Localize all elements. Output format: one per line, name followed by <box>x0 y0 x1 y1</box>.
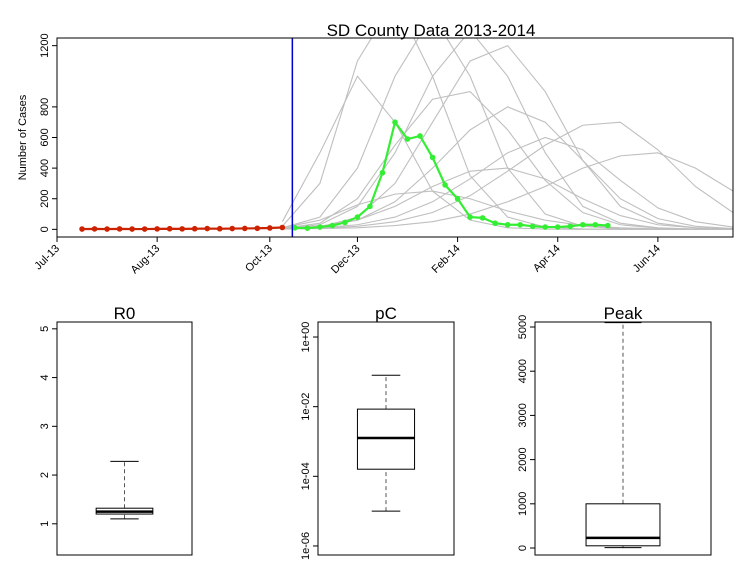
data-point <box>79 226 85 232</box>
data-point <box>166 225 173 232</box>
data-point <box>304 225 311 231</box>
data-point <box>279 224 286 231</box>
data-point <box>329 222 336 229</box>
data-point <box>404 136 411 142</box>
data-point <box>429 154 436 161</box>
data-point <box>442 182 448 188</box>
y-tick-label: 1e+00 <box>300 322 312 353</box>
series-line <box>282 167 733 230</box>
y-tick-label: 200 <box>39 190 51 208</box>
data-point <box>554 224 561 230</box>
data-point <box>91 226 98 232</box>
y-tick-label: 5000 <box>517 315 529 339</box>
data-point <box>129 226 135 232</box>
data-point <box>354 214 361 220</box>
data-point <box>392 119 398 125</box>
data-point <box>605 222 611 229</box>
data-point <box>154 226 160 232</box>
y-tick-label: 2000 <box>517 447 529 471</box>
data-point <box>317 224 323 230</box>
series-line <box>282 152 733 230</box>
plot-frame <box>534 321 712 556</box>
y-tick-label: 3 <box>39 423 51 429</box>
y-tick-label: 4000 <box>517 359 529 383</box>
data-point <box>267 225 273 231</box>
plot-area <box>79 38 733 232</box>
data-point <box>567 223 574 230</box>
chart-title: Peak <box>604 304 643 323</box>
plot-frame <box>56 37 734 238</box>
y-axis-label: Number of Cases <box>17 94 29 180</box>
data-point <box>367 203 373 210</box>
data-point <box>529 223 536 230</box>
data-point <box>517 221 523 228</box>
data-point <box>104 226 110 232</box>
data-point <box>241 225 248 232</box>
y-tick-label: 0 <box>517 545 529 551</box>
y-tick-label: 1200 <box>39 33 51 57</box>
data-point <box>342 219 348 226</box>
data-point <box>479 215 486 221</box>
chart-title: pC <box>375 304 397 323</box>
data-point <box>292 225 298 231</box>
data-point <box>216 225 223 232</box>
y-tick-label: 2 <box>39 472 51 478</box>
data-point <box>417 133 423 139</box>
y-tick-label: 5 <box>39 326 51 332</box>
y-tick-label: 4 <box>39 375 51 381</box>
y-tick-label: 0 <box>39 226 51 232</box>
data-point <box>504 221 511 228</box>
y-tick-label: 400 <box>39 159 51 177</box>
data-point <box>254 225 261 232</box>
y-tick-label: 3000 <box>517 403 529 427</box>
data-point <box>542 224 549 230</box>
data-point <box>467 214 473 220</box>
data-point <box>141 226 148 232</box>
y-tick-label: 1e-02 <box>300 393 312 421</box>
y-tick-label: 1 <box>39 521 51 527</box>
data-point <box>179 226 185 232</box>
series-line <box>282 136 733 230</box>
y-tick-label: 1000 <box>517 492 529 516</box>
chart-title: SD County Data 2013-2014 <box>327 21 536 40</box>
chart-title: R0 <box>114 304 136 323</box>
series-line <box>282 121 733 230</box>
plot-frame <box>56 321 193 556</box>
data-point <box>579 221 586 228</box>
y-tick-label: 600 <box>39 128 51 146</box>
box <box>585 503 661 547</box>
data-point <box>116 226 123 232</box>
data-point <box>592 221 599 228</box>
data-point <box>204 225 211 232</box>
y-tick-label: 800 <box>39 98 51 116</box>
data-point <box>492 220 498 227</box>
data-point <box>454 195 461 202</box>
y-tick-label: 1e-04 <box>300 462 312 490</box>
data-point <box>191 225 198 232</box>
data-point <box>379 169 386 176</box>
plot-frame <box>317 321 455 556</box>
data-point <box>229 225 236 232</box>
series-line <box>282 90 733 230</box>
series-line <box>281 75 733 230</box>
y-tick-label: 1e-06 <box>300 532 312 560</box>
